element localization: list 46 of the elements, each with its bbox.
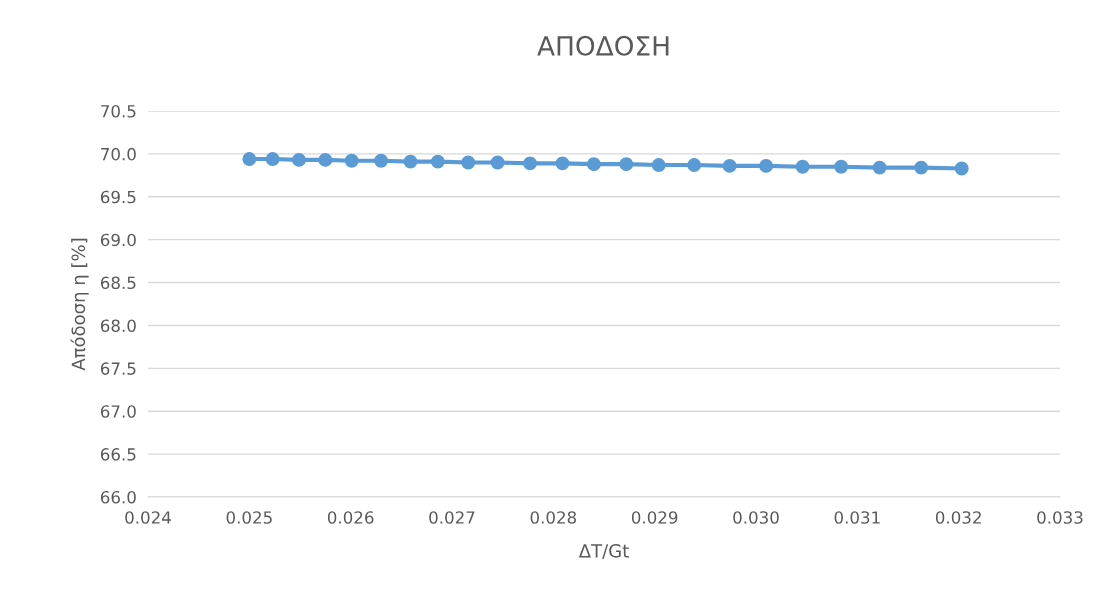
point (687, 158, 702, 172)
point (795, 159, 810, 174)
y-tick-label: 68.5 (100, 276, 136, 290)
chart-title: ΑΠΟΔΟΣΗ (537, 35, 669, 56)
y-axis-title: Απόδοση η [%] (70, 238, 89, 371)
x-tick-label: 0.031 (834, 511, 880, 524)
y-tick-label: 68.0 (100, 319, 136, 333)
y-tick-label: 70.5 (101, 104, 136, 118)
y-tick-label: 66.0 (100, 490, 136, 504)
point (651, 158, 666, 172)
point (619, 157, 634, 172)
y-tick-label: 67.5 (100, 362, 136, 375)
y-tick-label: 70.0 (101, 147, 136, 161)
x-tick-label: 0.029 (631, 511, 678, 524)
point (318, 152, 333, 167)
x-tick-label: 0.025 (226, 511, 272, 524)
point (834, 159, 849, 174)
point (954, 161, 969, 176)
point (403, 154, 418, 169)
point (555, 156, 570, 171)
x-tick-label: 0.030 (733, 511, 779, 524)
x-tick-label: 0.032 (935, 511, 981, 524)
point (344, 153, 359, 168)
point (759, 158, 774, 173)
y-tick-label: 66.5 (100, 448, 136, 461)
y-tick-label: 67.0 (100, 405, 136, 418)
point (265, 152, 280, 166)
point (242, 152, 257, 166)
point (292, 152, 306, 167)
y-tick-label: 69.5 (100, 190, 136, 204)
point (490, 155, 505, 170)
y-tick-label: 69.0 (100, 233, 136, 247)
point (523, 156, 537, 171)
x-axis-title: ΔT/Gt (578, 544, 629, 560)
point (461, 155, 476, 170)
point (872, 160, 887, 175)
x-tick-label: 0.027 (429, 511, 475, 524)
x-tick-label: 0.028 (530, 511, 577, 524)
point (430, 154, 445, 169)
point (374, 153, 389, 168)
point (914, 160, 929, 175)
x-tick-label: 0.026 (327, 511, 374, 524)
point (722, 158, 737, 173)
x-tick-label: 0.024 (125, 511, 171, 524)
x-tick-label: 0.033 (1037, 511, 1083, 524)
point (586, 157, 601, 172)
